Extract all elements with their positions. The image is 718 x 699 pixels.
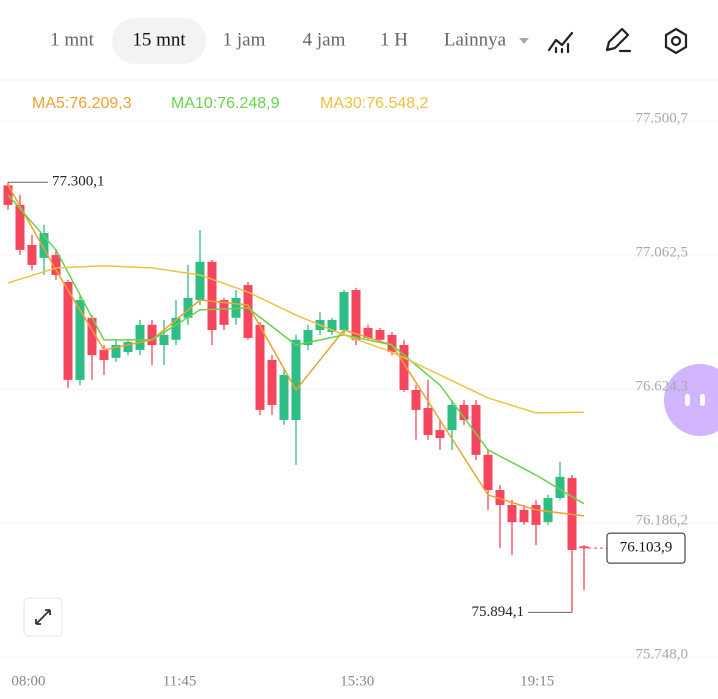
candle-body <box>375 330 385 340</box>
y-tick-label: 76.624,3 <box>636 378 689 394</box>
candle-body <box>219 300 229 325</box>
candle-body <box>387 334 397 353</box>
candle-body <box>279 375 289 420</box>
bubble-eye <box>700 394 705 406</box>
candle-body <box>471 404 481 455</box>
y-tick-label: 76.186,2 <box>636 512 689 528</box>
y-tick-label: 77.500,7 <box>636 110 689 126</box>
candle-body <box>495 490 505 506</box>
price-label: 76.103,9 <box>620 540 673 556</box>
candle-body <box>159 334 169 346</box>
candle-body <box>183 297 193 318</box>
candle-body <box>15 204 25 250</box>
tab[interactable]: 4 jam <box>303 29 346 50</box>
candle-body <box>399 345 409 390</box>
x-tick-label: 11:45 <box>163 673 197 689</box>
candle-body <box>63 282 73 380</box>
candle-body <box>507 505 517 523</box>
draw-icon[interactable] <box>605 27 632 53</box>
candle-body <box>303 330 313 346</box>
bubble-eye <box>685 394 690 406</box>
candle-body <box>123 341 133 353</box>
candle-body <box>171 317 181 340</box>
candle-body <box>99 349 109 361</box>
candle-body <box>339 292 349 331</box>
x-tick-label: 15:30 <box>340 673 374 689</box>
candle-body <box>519 509 529 523</box>
y-tick-label: 75.748,0 <box>636 646 689 662</box>
legend-item: MA30:76.548,2 <box>320 95 429 112</box>
ma-line <box>7 265 585 414</box>
candle-body <box>363 327 373 338</box>
tab[interactable]: 1 jam <box>223 29 266 50</box>
candle-body <box>543 497 553 523</box>
price-box <box>606 532 686 564</box>
low-label: 75.894,1 <box>472 604 525 620</box>
candle-body <box>75 300 85 380</box>
candle-body <box>87 317 97 356</box>
candle-body <box>51 255 61 275</box>
candle-body <box>423 408 433 435</box>
candle-body <box>111 345 121 358</box>
candle-body <box>135 324 145 350</box>
y-tick-label: 77.062,5 <box>636 244 689 260</box>
candle-body <box>579 546 589 549</box>
tab[interactable]: Lainnya <box>444 29 507 50</box>
candle-body <box>435 430 445 439</box>
ma-line <box>7 194 585 505</box>
candle-body <box>195 261 205 301</box>
x-tick-label: 08:00 <box>11 673 45 689</box>
candle-body <box>447 404 457 431</box>
expand-icon <box>35 609 51 625</box>
ma-line <box>7 184 585 517</box>
candle-body <box>459 404 469 420</box>
active-tab-bg <box>112 18 206 64</box>
settings-icon[interactable] <box>664 27 688 55</box>
candle-body <box>483 454 493 491</box>
candle-body <box>351 289 361 340</box>
candle-body <box>147 324 157 346</box>
assistant-bubble[interactable] <box>664 364 718 436</box>
candle-body <box>243 285 253 338</box>
candle-body <box>255 324 265 410</box>
candle-body <box>207 261 217 331</box>
candle-body <box>555 476 565 498</box>
legend-item: MA5:76.209,3 <box>32 95 132 112</box>
candle-body <box>27 244 37 265</box>
high-label: 77.300,1 <box>52 174 105 190</box>
tab[interactable]: 1 H <box>380 29 408 50</box>
x-tick-label: 19:15 <box>520 673 554 689</box>
candle-body <box>39 233 49 258</box>
candle-body <box>267 360 277 405</box>
candle-body <box>291 339 301 420</box>
tab[interactable]: 1 mnt <box>50 29 95 50</box>
candle-body <box>531 505 541 525</box>
legend-item: MA10:76.248,9 <box>171 95 280 112</box>
candle-body <box>411 389 421 410</box>
candle-body <box>327 319 337 332</box>
tab-active[interactable]: 15 mnt <box>132 29 186 50</box>
dropdown-arrow <box>519 38 529 44</box>
indicator-icon[interactable] <box>547 31 574 54</box>
